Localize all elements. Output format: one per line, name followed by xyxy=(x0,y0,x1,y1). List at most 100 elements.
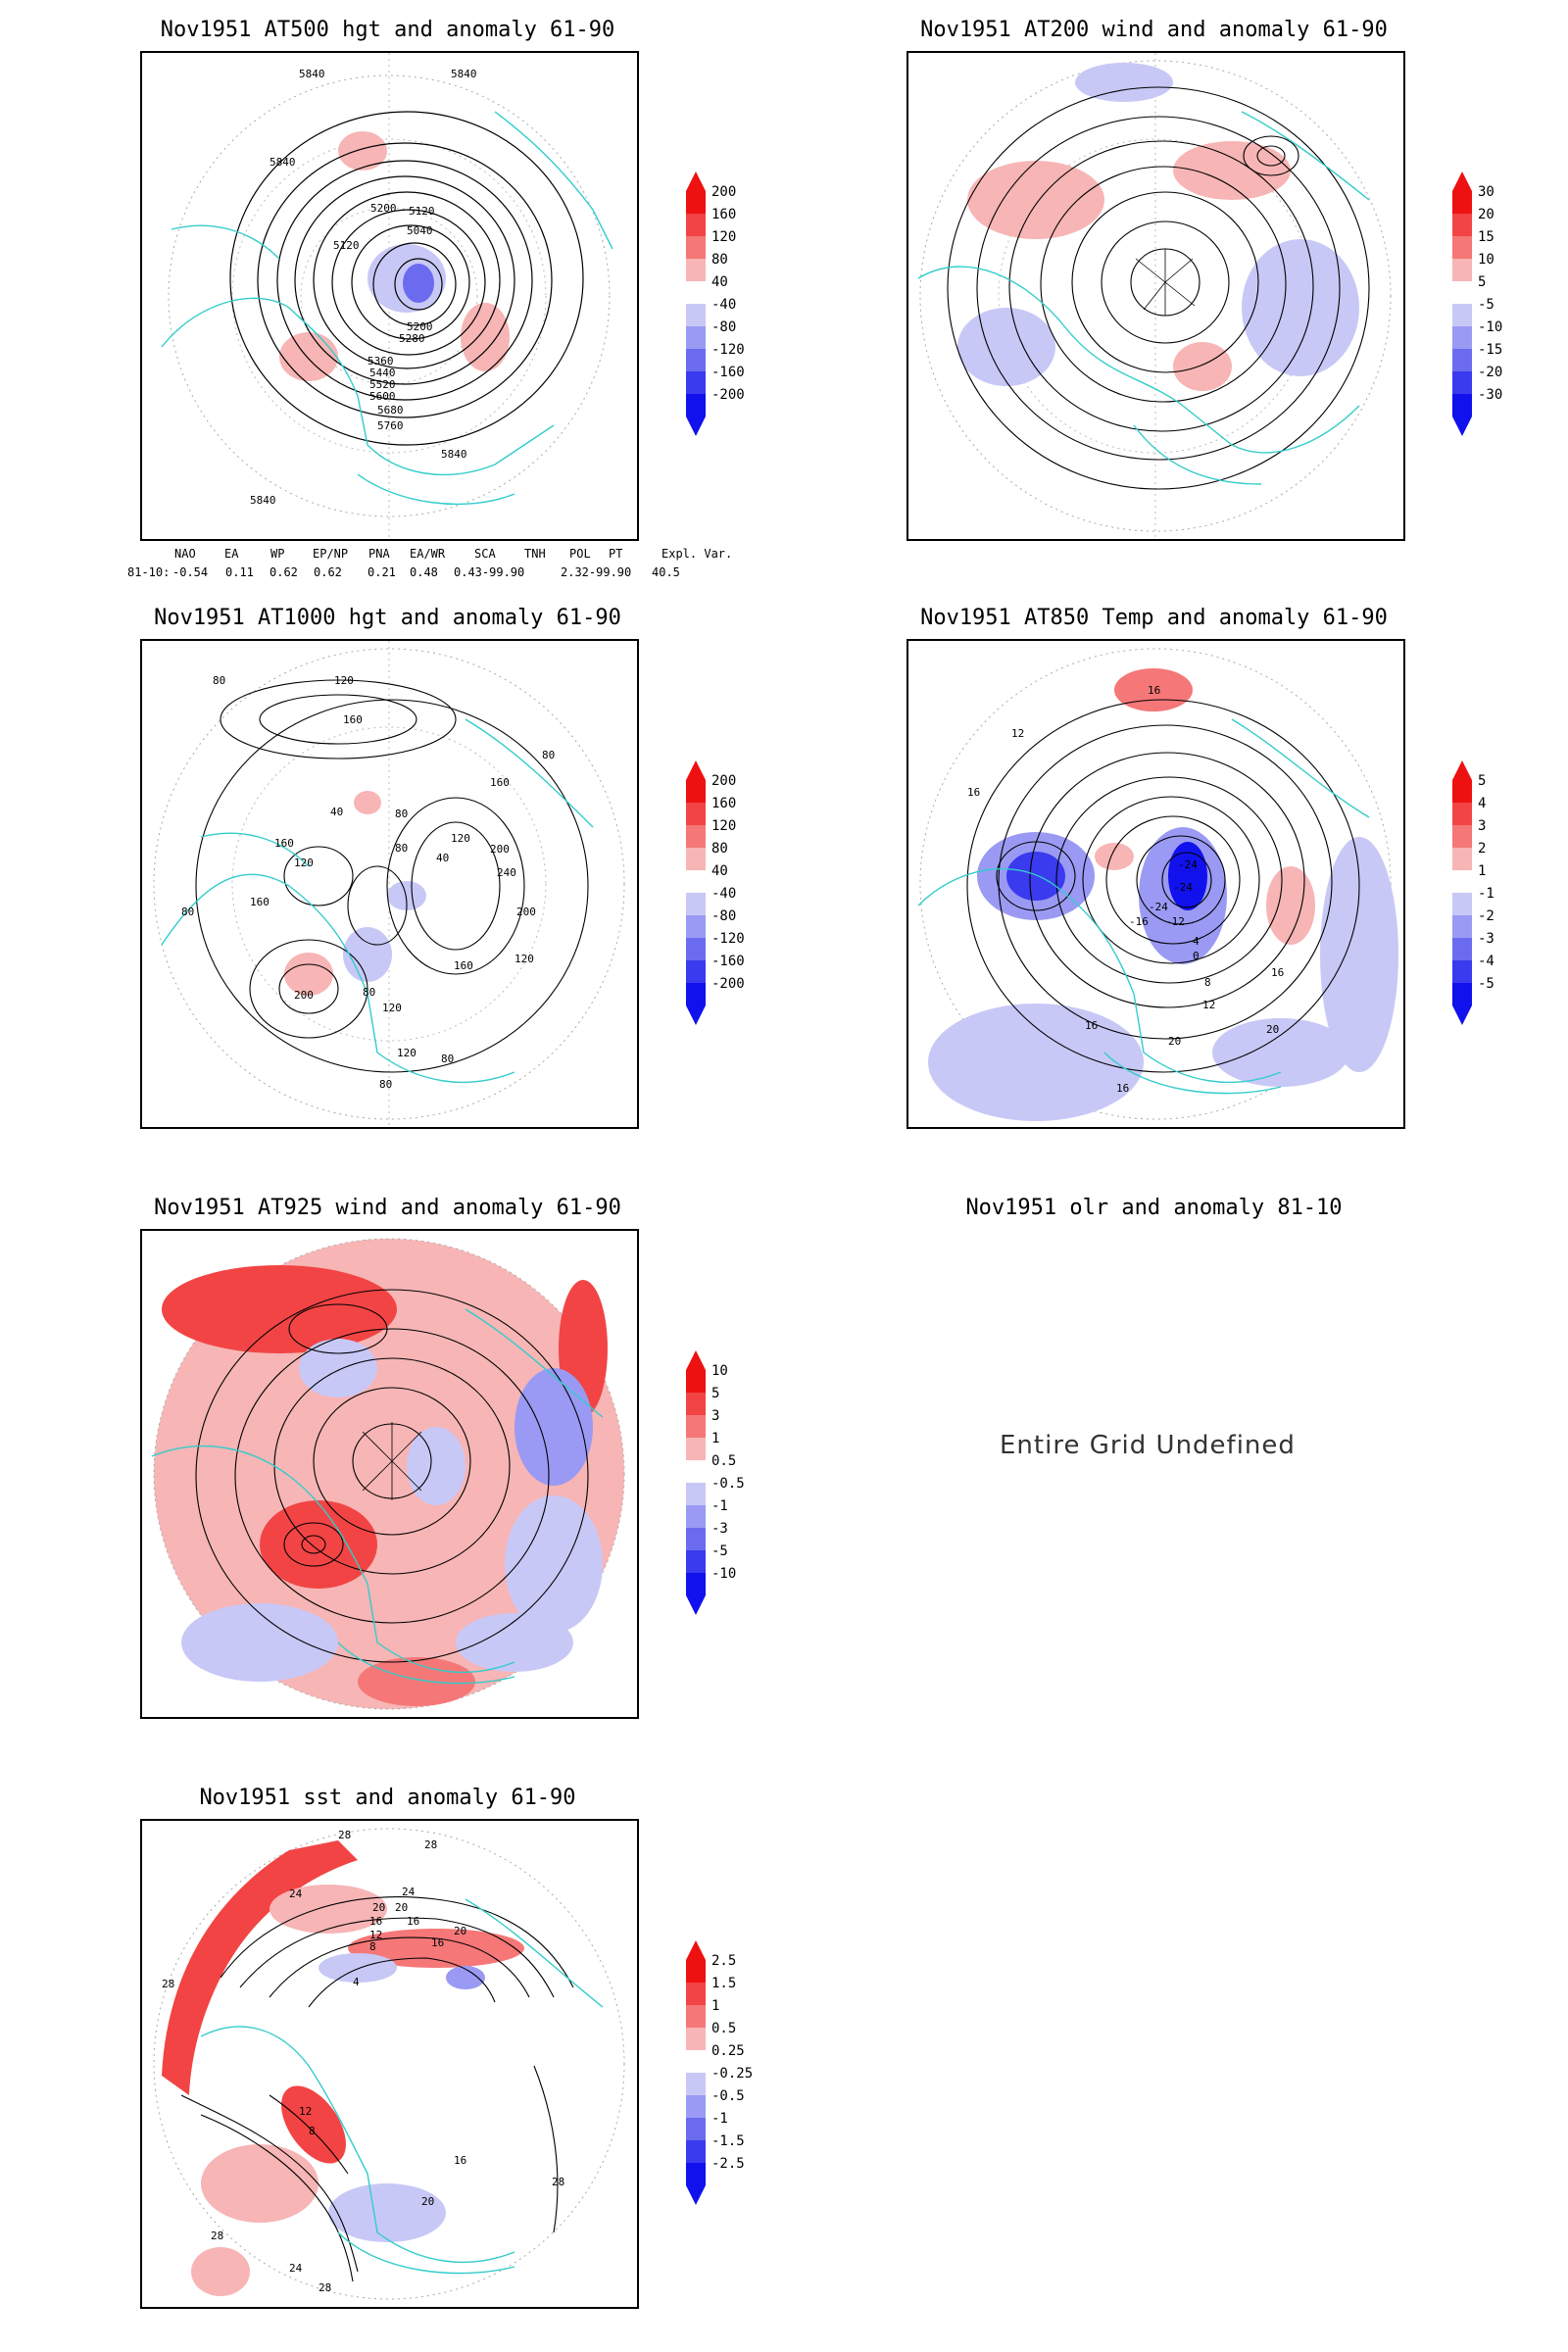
contour-label: 160 xyxy=(250,896,270,908)
contour-label: -12 xyxy=(1165,915,1185,928)
anomaly-negative-area xyxy=(514,1368,593,1486)
contour-label: 28 xyxy=(162,1978,174,1990)
contour-label: 4 xyxy=(1193,935,1200,948)
colorbar-label: -80 xyxy=(711,908,737,924)
colorbar-label: 5 xyxy=(1478,773,1487,789)
contour-label: 160 xyxy=(454,959,473,972)
contour-label: 120 xyxy=(294,857,314,869)
anomaly-negative-area xyxy=(1212,1018,1349,1087)
contour-label: 12 xyxy=(1011,727,1024,740)
colorbar-label: -120 xyxy=(711,931,745,947)
anomaly-positive-area xyxy=(1266,866,1315,945)
colorbar-label: 5 xyxy=(1478,274,1487,290)
anomaly-negative-area xyxy=(1075,63,1173,102)
contour-label: 5760 xyxy=(377,419,404,432)
colorbar-label: 0.25 xyxy=(711,2043,745,2059)
contour-label: 80 xyxy=(441,1053,454,1065)
colorbar-label: 15 xyxy=(1478,229,1494,245)
contour-label: 16 xyxy=(454,2154,466,2167)
contour-label: 120 xyxy=(382,1002,402,1014)
panel4-title: Nov1951 AT850 Temp and anomaly 61-90 xyxy=(920,606,1388,630)
contour-label: 24 xyxy=(289,1887,303,1900)
contour-label: 28 xyxy=(338,1829,351,1841)
colorbar-label: -0.5 xyxy=(711,1476,745,1492)
contour-label: 24 xyxy=(289,2262,303,2275)
contour-label: 80 xyxy=(395,808,408,820)
contour-label: 5520 xyxy=(369,378,396,391)
contour-label: 240 xyxy=(497,866,516,879)
colorbar-label: -10 xyxy=(711,1566,737,1582)
anomaly-negative-area xyxy=(1242,239,1359,376)
colorbar-label: 80 xyxy=(711,252,728,268)
index-value: -0.54 xyxy=(172,565,209,579)
undefined-grid-message: Entire Grid Undefined xyxy=(1000,1431,1296,1460)
anomaly-positive-area xyxy=(354,791,381,814)
anomaly-positive-area xyxy=(1114,668,1193,711)
panel2-title: Nov1951 AT200 wind and anomaly 61-90 xyxy=(920,18,1388,42)
panel3-title: Nov1951 AT1000 hgt and anomaly 61-90 xyxy=(154,606,621,630)
panel3-map: 80 120 160 160 80 40 80 120 200 240 200 … xyxy=(140,639,639,1129)
anomaly-negative-area xyxy=(407,1427,466,1505)
contour-label: 16 xyxy=(1116,1082,1129,1095)
panel1-colorbar: 200 160 120 80 40 -40 -80 -120 -160 -200 xyxy=(686,172,755,436)
panel5-colorbar: 10 5 3 1 0.5 -0.5 -1 -3 -5 -10 xyxy=(686,1350,755,1615)
colorbar-label: -80 xyxy=(711,319,737,335)
anomaly-positive-area xyxy=(284,953,333,996)
colorbar-label: 0.5 xyxy=(711,1453,737,1469)
anomaly-negative-area xyxy=(328,2183,446,2242)
anomaly-positive-area xyxy=(358,1657,475,1706)
colorbar-label: -40 xyxy=(711,297,737,313)
contour-label: 5200 xyxy=(370,202,397,215)
colorbar-label: 160 xyxy=(711,207,737,222)
index-value: 40.5 xyxy=(652,565,680,579)
contour-label: 80 xyxy=(379,1078,392,1091)
index-value: 0.11 xyxy=(225,565,254,579)
contour-label: 5840 xyxy=(250,494,276,507)
index-row-label: 81-10: xyxy=(127,565,171,579)
contour-label: 5840 xyxy=(299,68,325,80)
contour-label: 24 xyxy=(402,1886,416,1898)
colorbar-label: 3 xyxy=(1478,818,1487,834)
colorbar-label: -5 xyxy=(1478,297,1494,313)
panel5-title: Nov1951 AT925 wind and anomaly 61-90 xyxy=(154,1196,621,1220)
panel1-map: 5840 5840 5840 5840 5200 5120 5040 5120 … xyxy=(140,51,639,541)
contour-label: 20 xyxy=(372,1901,385,1914)
colorbar-label: -4 xyxy=(1478,954,1494,969)
anomaly-negative-area xyxy=(928,1004,1144,1121)
anomaly-negative-core xyxy=(1168,842,1207,910)
colorbar-label: 120 xyxy=(711,229,737,245)
contour-label: 40 xyxy=(330,806,343,818)
contour-label: 20 xyxy=(395,1901,408,1914)
index-header: SCA xyxy=(474,547,496,561)
anomaly-positive-area xyxy=(1173,141,1291,200)
contour-label: 80 xyxy=(395,842,408,855)
panel4-map: 16 12 16 -24 -24 -24 -16 -12 4 0 8 16 12… xyxy=(906,639,1405,1129)
panel7-title: Nov1951 sst and anomaly 61-90 xyxy=(199,1786,576,1810)
index-value: 0.43-99.90 xyxy=(454,565,525,579)
index-value: 0.48 xyxy=(410,565,438,579)
contour-label: 20 xyxy=(421,2195,434,2208)
colorbar-label: -0.25 xyxy=(711,2066,754,2082)
colorbar-label: 200 xyxy=(711,184,737,200)
colorbar-label: 3 xyxy=(711,1408,720,1424)
colorbar-label: -160 xyxy=(711,365,745,380)
colorbar-label: -30 xyxy=(1478,387,1503,403)
anomaly-negative-area xyxy=(1320,837,1398,1072)
contour-label: 5120 xyxy=(409,205,435,218)
index-header: POL xyxy=(569,547,591,561)
panel7-map: 28 28 24 24 20 20 16 16 12 8 4 28 20 16 … xyxy=(140,1819,639,2309)
contour-label: 80 xyxy=(213,674,225,687)
contour-label: 160 xyxy=(490,776,510,789)
colorbar-label: 160 xyxy=(711,796,737,811)
colorbar-label: 1 xyxy=(711,1998,720,2014)
contour-label: 16 xyxy=(369,1915,382,1928)
colorbar-label: -3 xyxy=(1478,931,1494,947)
contour-label: 5680 xyxy=(377,404,404,416)
colorbar-label: 40 xyxy=(711,274,728,290)
colorbar-label: 1 xyxy=(1478,863,1487,879)
anomaly-negative-area xyxy=(299,1339,377,1397)
colorbar-label: -200 xyxy=(711,976,745,992)
anomaly-positive-area xyxy=(461,303,510,371)
contour-label: -24 xyxy=(1173,881,1193,894)
contour-label: 5840 xyxy=(441,448,467,461)
